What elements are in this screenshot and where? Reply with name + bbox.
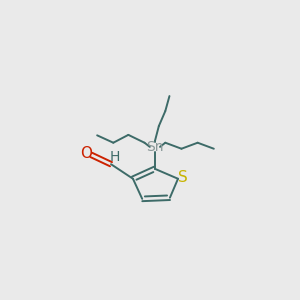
Text: H: H [109, 150, 120, 164]
Text: Sn: Sn [146, 140, 164, 154]
Text: O: O [80, 146, 92, 161]
Text: S: S [178, 170, 188, 185]
